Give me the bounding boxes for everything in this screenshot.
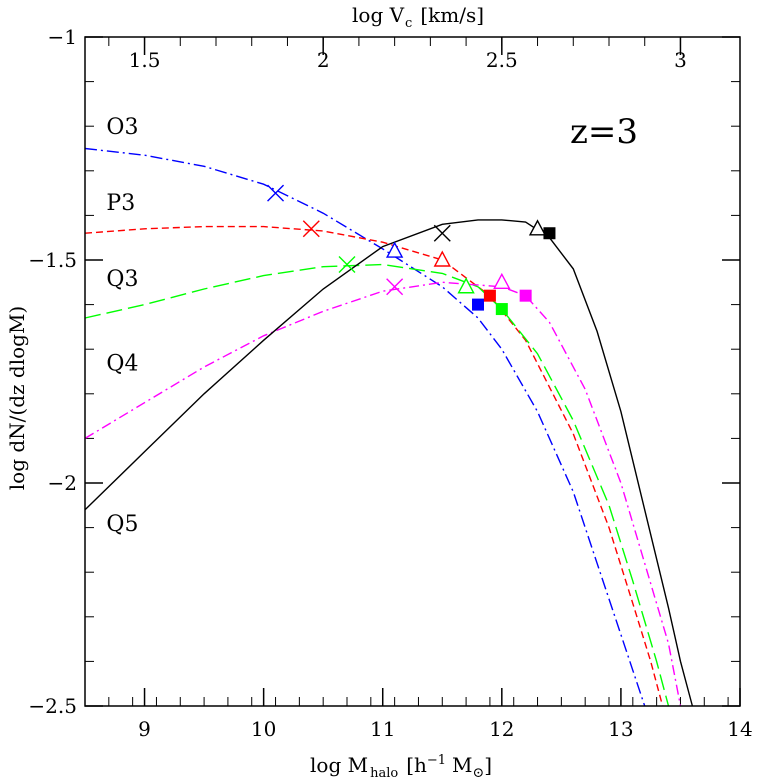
cross-marker-o3 (267, 184, 285, 202)
y-tick-label: −2.5 (28, 694, 77, 718)
x-tick-label: 9 (138, 717, 151, 741)
minor-ticks (84, 36, 740, 707)
x-tick-label: 13 (608, 717, 633, 741)
top-tick-label: 2 (317, 48, 330, 72)
y-tick-label: −2 (48, 471, 77, 495)
series-label-p3: P3 (106, 191, 135, 216)
triangle-marker-o3 (385, 241, 404, 258)
series-line-q4 (84, 281, 682, 707)
series-line-o3 (84, 147, 646, 707)
cross-marker-q4 (386, 278, 404, 296)
series-line-q3 (84, 263, 670, 707)
square-marker-q4 (519, 289, 532, 302)
series-label-q5: Q5 (106, 512, 138, 537)
x-tick-label: 10 (251, 717, 276, 741)
top-tick-label: 3 (674, 48, 687, 72)
redshift-annotation: z=3 (570, 112, 638, 152)
triangle-marker-q4 (493, 272, 511, 289)
x-tick-label: 12 (489, 717, 514, 741)
y-axis-label: log dN/(dz dlogM) (5, 306, 29, 490)
y-tick-label: −1.5 (28, 248, 77, 272)
x-tick-label: 14 (727, 717, 752, 741)
cross-marker-q5 (433, 224, 451, 242)
x-tick-label: 11 (370, 717, 395, 741)
top-axis-label: log Vc [km/s] (352, 3, 484, 31)
cross-marker-p3 (302, 220, 320, 238)
top-tick-label: 2.5 (486, 48, 518, 72)
major-ticks (85, 36, 741, 707)
tick-labels: 9 10 11 12 13 14 −2.5 −2 −1.5 −1 1.5 2 2.5 3 (28, 25, 752, 741)
cross-marker-q3 (338, 255, 356, 273)
series-label-q3: Q3 (106, 267, 138, 292)
series-label-o3: O3 (106, 115, 138, 140)
y-tick-label: −1 (48, 25, 77, 49)
triangle-marker-q3 (457, 277, 475, 294)
square-marker-q3 (495, 303, 508, 316)
triangle-marker-p3 (433, 250, 451, 267)
top-tick-label: 1.5 (129, 48, 161, 72)
series-label-q4: Q4 (106, 352, 138, 377)
series-curves (84, 147, 694, 707)
series-line-p3 (84, 225, 664, 707)
square-marker-p3 (483, 289, 496, 302)
square-marker-o3 (472, 298, 484, 311)
series-line-q5 (84, 219, 694, 707)
triangle-marker-q5 (528, 219, 547, 236)
series-markers (267, 184, 556, 316)
square-marker-q5 (543, 227, 556, 240)
series-labels: O3 P3 Q3 Q4 Q5 (106, 115, 138, 537)
plot-frame (84, 36, 741, 707)
